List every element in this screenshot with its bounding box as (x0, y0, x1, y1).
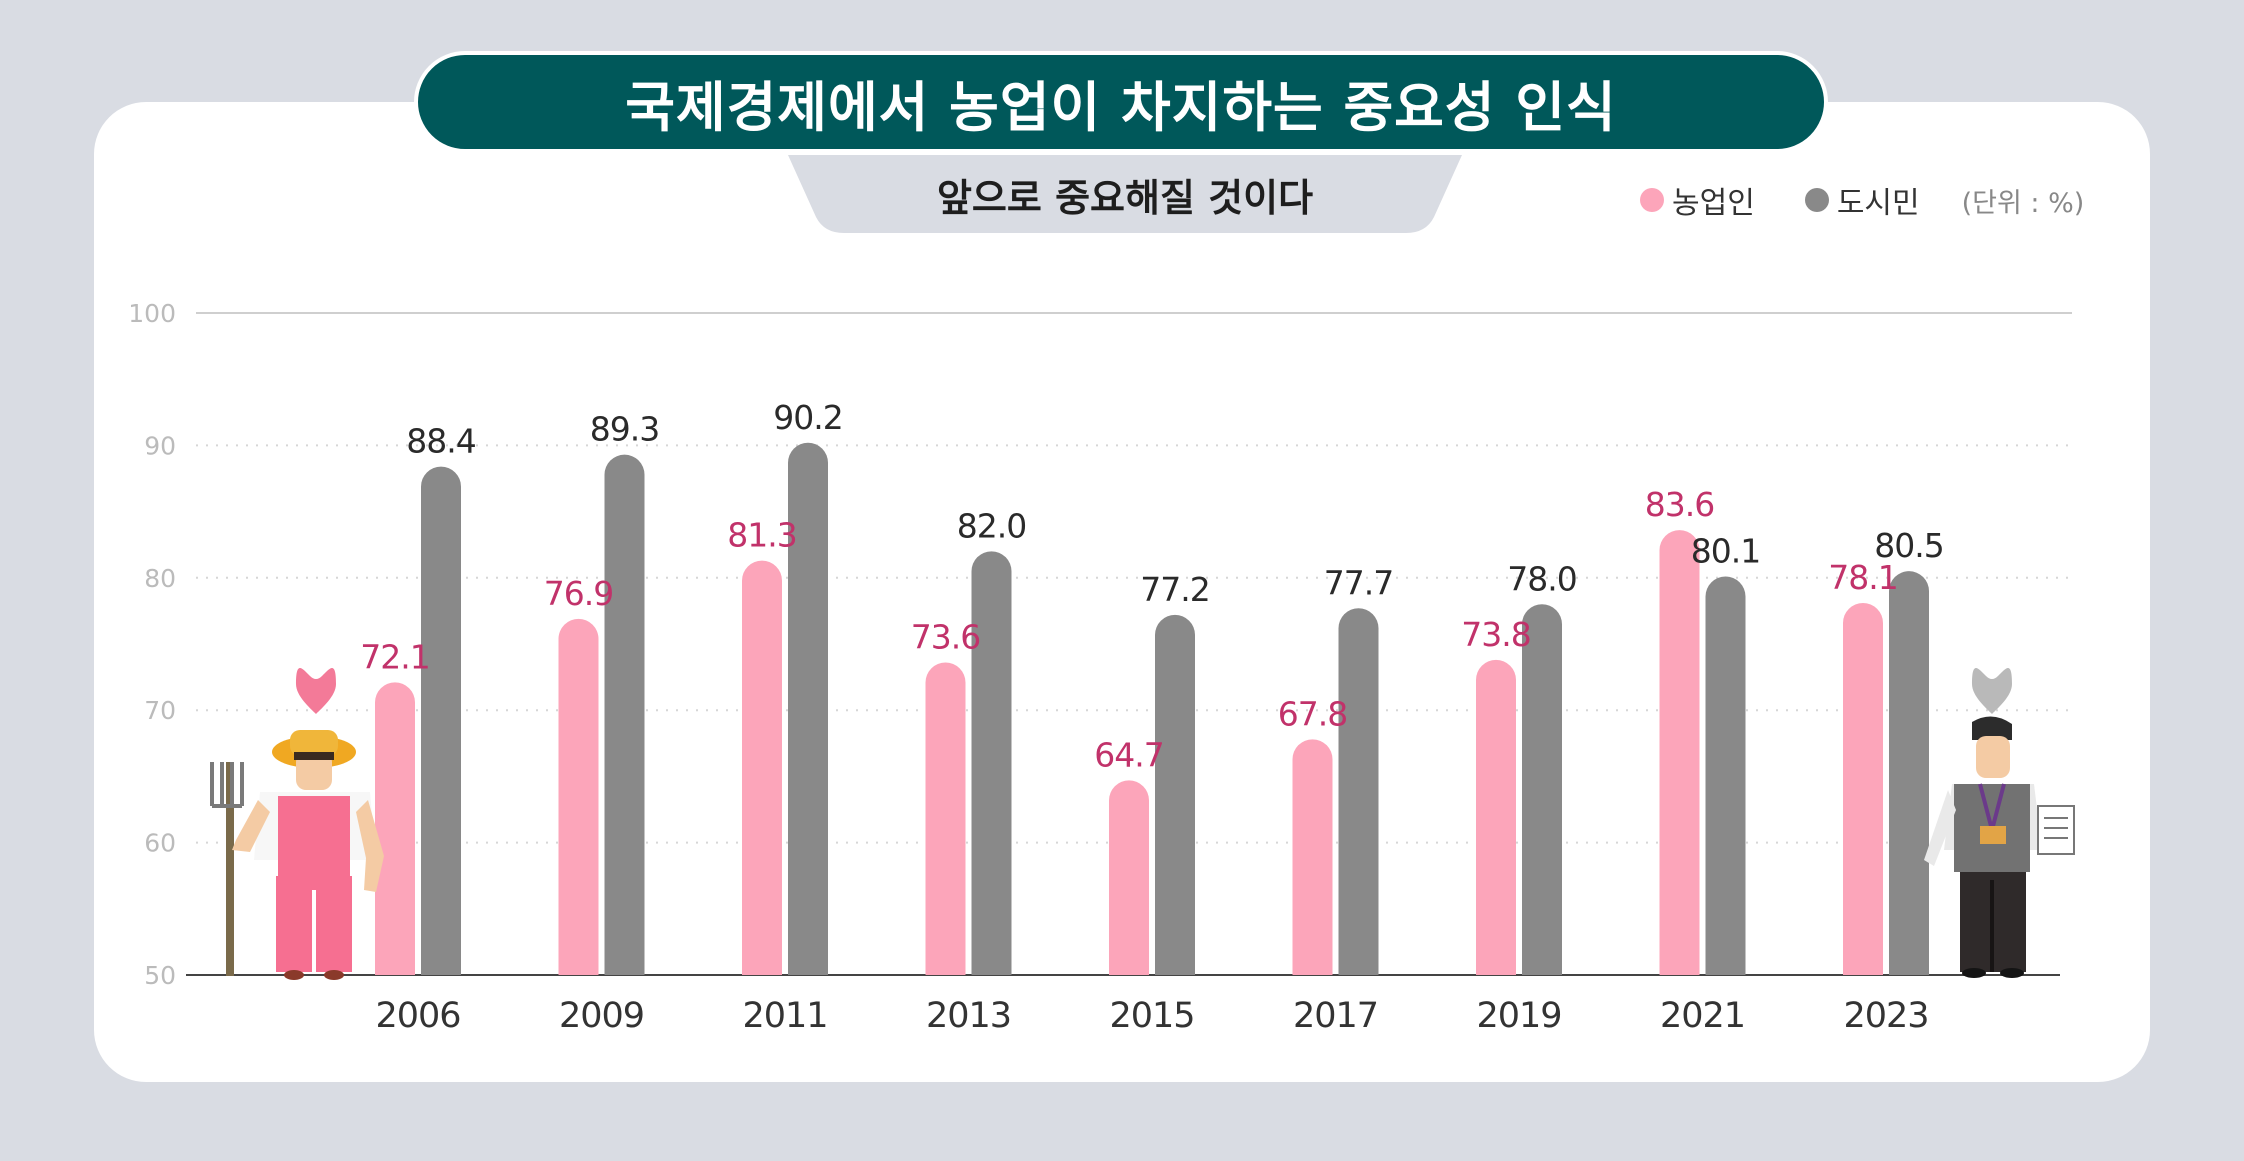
bar-urban (421, 466, 461, 975)
data-label-farmer: 64.7 (1094, 735, 1163, 774)
legend-swatch-urban (1804, 188, 1829, 212)
bar-urban (1338, 608, 1379, 975)
x-tick-label: 2019 (1476, 996, 1561, 1036)
bar-urban (788, 442, 828, 975)
x-tick-label: 2015 (1109, 996, 1194, 1036)
y-tick-label: 70 (144, 696, 176, 725)
bar-urban (1889, 571, 1929, 975)
data-label-farmer: 78.1 (1828, 558, 1897, 597)
bar-farmer (375, 682, 415, 975)
bar-urban (971, 551, 1012, 975)
chart-subtitle: 앞으로 중요해질 것이다 (936, 175, 1314, 220)
legend-label-farmer: 농업인 (1672, 186, 1755, 221)
x-tick-label: 2017 (1293, 996, 1378, 1036)
data-label-farmer: 73.8 (1461, 615, 1530, 654)
y-tick-label: 60 (144, 829, 176, 858)
unit-label: (단위 : %) (1961, 187, 2085, 219)
subtitle-tab-shape (788, 155, 1462, 233)
bar-urban (604, 454, 645, 976)
data-label-farmer: 76.9 (544, 574, 613, 613)
x-tick-label: 2009 (559, 996, 644, 1036)
farmer-illustration-icon (210, 668, 384, 980)
data-label-urban: 80.1 (1691, 531, 1760, 570)
y-tick-label: 90 (144, 431, 176, 460)
bar-farmer (1292, 739, 1333, 975)
data-label-urban: 88.4 (406, 422, 475, 461)
bar-farmer (742, 560, 782, 975)
x-tick-label: 2011 (742, 996, 827, 1036)
bar-urban (1705, 576, 1746, 975)
bar-farmer (1659, 530, 1700, 975)
y-tick-label: 50 (144, 961, 176, 990)
data-label-urban: 77.7 (1324, 563, 1393, 602)
data-label-urban: 80.5 (1874, 526, 1943, 565)
legend-swatch-farmer (1640, 188, 1664, 212)
legend-item-urban: 도시민 (1804, 178, 1920, 222)
data-label-urban: 90.2 (773, 398, 842, 437)
bar-farmer (925, 662, 966, 975)
legend-label-urban: 도시민 (1836, 186, 1920, 221)
y-tick-label: 100 (128, 299, 176, 328)
data-label-urban: 89.3 (590, 410, 659, 449)
bar-urban (1522, 604, 1562, 975)
bar-farmer (558, 618, 599, 975)
bar-farmer (1109, 780, 1149, 975)
data-label-farmer: 83.6 (1645, 485, 1714, 524)
bar-farmer (1843, 602, 1883, 975)
x-tick-label: 2013 (926, 996, 1011, 1036)
data-label-farmer: 73.6 (911, 618, 980, 657)
legend: 농업인 도시민 (단위 : %) (1640, 178, 2084, 222)
x-tick-label: 2021 (1660, 996, 1745, 1036)
y-tick-label: 80 (144, 564, 176, 593)
bar-farmer (1476, 659, 1516, 975)
chart-subtitle-tab: 앞으로 중요해질 것이다 (788, 155, 1462, 233)
data-label-farmer: 67.8 (1278, 694, 1347, 733)
data-label-farmer: 81.3 (727, 516, 796, 555)
data-label-urban: 77.2 (1140, 570, 1209, 609)
x-tick-label: 2006 (375, 996, 460, 1036)
x-tick-label: 2023 (1843, 996, 1928, 1036)
data-label-urban: 78.0 (1507, 559, 1576, 598)
office-worker-illustration-icon (1924, 668, 2075, 978)
legend-item-farmer: 농업인 (1640, 178, 1755, 222)
chart-title: 국제경제에서 농업이 차지하는 중요성 인식 (414, 51, 1828, 153)
data-label-farmer: 72.1 (360, 637, 429, 676)
bar-urban (1155, 614, 1195, 975)
data-label-urban: 82.0 (957, 506, 1026, 545)
